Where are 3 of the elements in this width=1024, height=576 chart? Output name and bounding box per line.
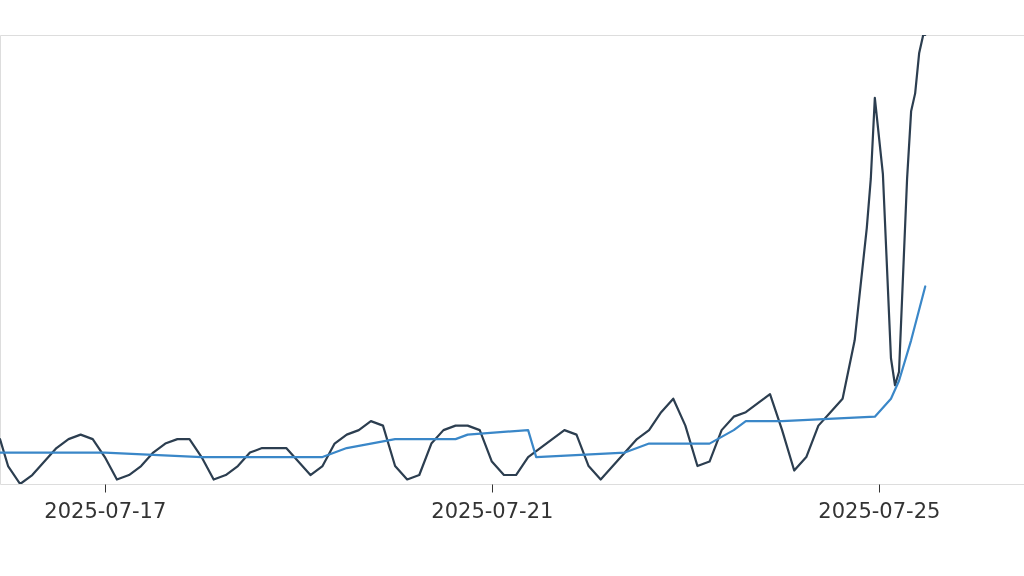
x-tick-label: 2025-07-21 [431,498,554,523]
x-tick-label: 2025-07-25 [818,498,941,523]
x-tick-label: 2025-07-17 [44,498,167,523]
